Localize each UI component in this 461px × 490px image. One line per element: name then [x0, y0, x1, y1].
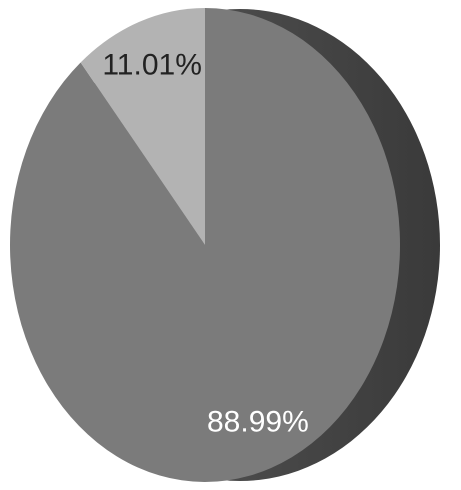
- pie-slice: [80, 8, 205, 245]
- slice-label: 11.01%: [102, 49, 202, 82]
- slice-label: 88.99%: [207, 405, 309, 438]
- pie: [9, 8, 401, 482]
